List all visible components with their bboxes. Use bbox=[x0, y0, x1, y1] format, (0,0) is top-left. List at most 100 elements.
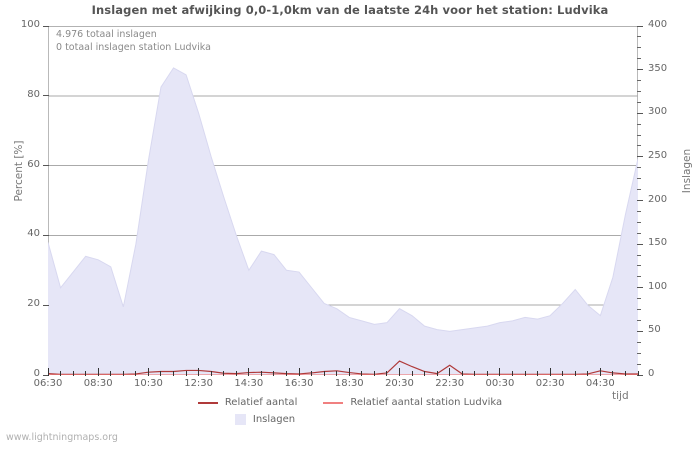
y-minor-tickmark-right bbox=[637, 309, 641, 311]
x-major-tickmark bbox=[449, 368, 451, 376]
legend-line-swatch-icon bbox=[323, 401, 344, 404]
x-minor-tickmark bbox=[160, 371, 162, 376]
y-minor-tickmark-right bbox=[637, 189, 641, 191]
x-minor-tickmark bbox=[524, 371, 526, 376]
x-minor-tickmark bbox=[273, 371, 275, 376]
x-minor-tickmark bbox=[173, 371, 175, 376]
y-minor-tickmark-right bbox=[637, 210, 641, 212]
x-major-tickmark bbox=[248, 368, 250, 376]
x-tick-label-06:30: 06:30 bbox=[33, 378, 63, 389]
y-tick-right-50: 50 bbox=[648, 324, 661, 336]
x-tick-label-22:30: 22:30 bbox=[435, 378, 465, 389]
y-minor-tickmark-right bbox=[637, 232, 641, 234]
y-tick-left-80: 80 bbox=[27, 88, 40, 100]
y-tick-right-0: 0 bbox=[648, 368, 655, 379]
x-minor-tickmark bbox=[336, 371, 338, 376]
y-tickmark-right bbox=[637, 69, 643, 71]
x-major-tickmark bbox=[549, 368, 551, 376]
y-tick-right-300: 300 bbox=[648, 106, 668, 118]
x-minor-tickmark bbox=[223, 371, 225, 376]
y-minor-tickmark-right bbox=[637, 319, 641, 321]
x-major-tickmark bbox=[348, 368, 350, 376]
x-minor-tickmark bbox=[386, 371, 388, 376]
y-minor-tickmark-right bbox=[637, 352, 641, 354]
x-minor-tickmark bbox=[373, 371, 375, 376]
x-minor-tickmark bbox=[574, 371, 576, 376]
x-major-tickmark bbox=[499, 368, 501, 376]
x-minor-tickmark bbox=[461, 371, 463, 376]
x-minor-tickmark bbox=[361, 371, 363, 376]
x-axis-label: tijd bbox=[612, 390, 629, 402]
x-major-tickmark bbox=[599, 368, 601, 376]
x-minor-tickmark bbox=[286, 371, 287, 376]
legend-label: Inslagen bbox=[252, 414, 296, 425]
x-major-tickmark bbox=[47, 368, 49, 376]
legend-label: Relatief aantal station Ludvika bbox=[350, 397, 503, 408]
legend-row-primary: Relatief aantal Relatief aantal station L… bbox=[0, 394, 700, 411]
x-minor-tickmark bbox=[323, 371, 325, 376]
y-minor-tickmark-right bbox=[637, 298, 641, 300]
x-tick-label-08:30: 08:30 bbox=[83, 378, 113, 389]
y-minor-tickmark-right bbox=[637, 47, 641, 49]
y-minor-tickmark-right bbox=[637, 265, 641, 267]
y-minor-tickmark-right bbox=[637, 221, 641, 223]
y-tick-left-20: 20 bbox=[27, 298, 40, 310]
x-major-tickmark bbox=[147, 368, 149, 376]
y-minor-tickmark-right bbox=[637, 167, 641, 169]
x-minor-tickmark bbox=[624, 371, 626, 376]
x-minor-tickmark bbox=[474, 371, 476, 376]
y-tickmark-left bbox=[43, 165, 49, 167]
x-minor-tickmark bbox=[637, 371, 639, 376]
y-tick-right-200: 200 bbox=[648, 193, 668, 205]
y-axis-label-right: Inslagen bbox=[681, 148, 693, 194]
x-minor-tickmark bbox=[110, 371, 112, 376]
y-minor-tickmark-right bbox=[637, 145, 641, 147]
x-tick-label-16:30: 16:30 bbox=[284, 378, 314, 389]
y-tickmark-right bbox=[637, 156, 643, 158]
plot-area bbox=[48, 26, 638, 375]
x-major-tickmark bbox=[198, 368, 200, 376]
x-tick-label-18:30: 18:30 bbox=[334, 378, 364, 389]
x-minor-tickmark bbox=[436, 371, 438, 376]
y-tick-right-150: 150 bbox=[648, 237, 668, 249]
y-minor-tickmark-right bbox=[637, 123, 641, 125]
y-minor-tickmark-right bbox=[637, 80, 641, 82]
y-tickmark-left bbox=[43, 304, 49, 306]
y-tick-right-250: 250 bbox=[648, 149, 668, 161]
x-minor-tickmark bbox=[260, 371, 262, 376]
x-tick-label-14:30: 14:30 bbox=[234, 378, 264, 389]
y-tickmark-left bbox=[43, 374, 49, 376]
x-tick-label-04:30: 04:30 bbox=[585, 378, 615, 389]
y-tickmark-left bbox=[43, 95, 49, 97]
page-title: Inslagen met afwijking 0,0-1,0km van de … bbox=[91, 3, 609, 17]
x-minor-tickmark bbox=[411, 371, 413, 376]
x-major-tickmark bbox=[398, 368, 400, 376]
y-minor-tickmark-right bbox=[637, 134, 641, 136]
legend-item-0[interactable]: Relatief aantal bbox=[197, 397, 298, 408]
y-minor-tickmark-right bbox=[637, 178, 641, 180]
y-minor-tickmark-right bbox=[637, 90, 641, 92]
y-minor-tickmark-right bbox=[637, 363, 641, 365]
y-minor-tickmark-right bbox=[637, 58, 641, 60]
legend-item-1[interactable]: Relatief aantal station Ludvika bbox=[323, 397, 502, 408]
legend-line-swatch-icon bbox=[197, 401, 218, 404]
legend-box-swatch-icon bbox=[234, 414, 246, 425]
legend: Relatief aantal Relatief aantal station L… bbox=[0, 394, 700, 428]
y-minor-tickmark-right bbox=[637, 276, 641, 278]
x-minor-tickmark bbox=[562, 371, 564, 376]
x-minor-tickmark bbox=[135, 371, 137, 376]
y-tickmark-right bbox=[637, 200, 643, 201]
legend-label: Relatief aantal bbox=[224, 397, 298, 408]
y-minor-tickmark-right bbox=[637, 36, 641, 38]
y-minor-tickmark-right bbox=[637, 254, 641, 256]
x-minor-tickmark bbox=[122, 371, 124, 376]
x-major-tickmark bbox=[97, 368, 99, 376]
y-tick-right-350: 350 bbox=[648, 62, 668, 74]
legend-item-2[interactable]: Inslagen bbox=[234, 414, 296, 425]
annotation-station-strikes: 0 totaal inslagen station Ludvika bbox=[56, 42, 211, 53]
annotation-total-strikes: 4.976 totaal inslagen bbox=[56, 29, 157, 40]
y-minor-tickmark-right bbox=[637, 341, 641, 343]
y-tickmark-right bbox=[637, 287, 643, 289]
x-minor-tickmark bbox=[511, 371, 513, 376]
